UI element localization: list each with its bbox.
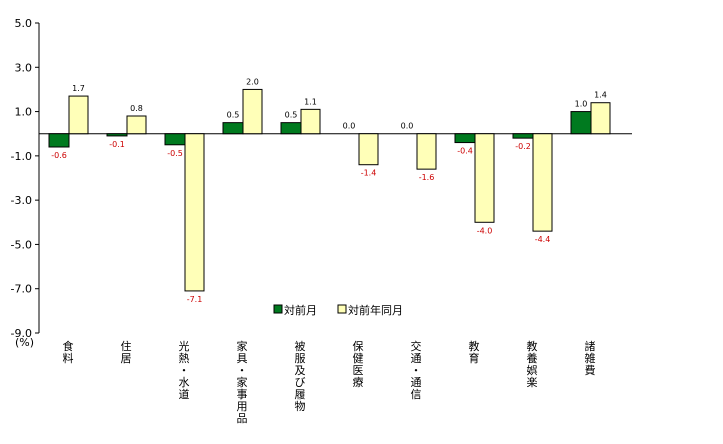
bar-yearly <box>474 133 495 223</box>
data-label-yearly: -4.4 <box>535 235 551 244</box>
y-unit-label: (%) <box>15 336 34 349</box>
bar-monthly <box>454 133 476 144</box>
data-label-monthly: 0.5 <box>227 111 240 120</box>
bar-monthly <box>222 122 244 135</box>
data-label-yearly: 2.0 <box>246 77 259 86</box>
y-tick-label: 5.0 <box>15 17 33 30</box>
data-label-yearly: 1.4 <box>594 91 607 100</box>
data-label-monthly: -0.6 <box>51 151 67 160</box>
category-label: 教育 <box>469 340 480 365</box>
bar-yearly <box>532 133 553 232</box>
bar-yearly <box>300 108 321 135</box>
y-tick-label: 1.0 <box>15 106 33 119</box>
y-tick-label: -5.0 <box>11 238 32 251</box>
legend: 対前月 対前年同月 <box>273 303 403 317</box>
data-label-monthly: -0.5 <box>167 149 183 158</box>
bar-monthly <box>512 133 534 139</box>
data-label-monthly: 0.0 <box>401 122 414 131</box>
category-label: 光熱・水道 <box>179 339 190 401</box>
category-label: 被服及び履物 <box>295 340 306 413</box>
data-label-monthly: -0.1 <box>109 140 125 149</box>
category-label: 住居 <box>121 339 132 365</box>
bar-monthly <box>164 133 186 146</box>
category-labels: 食料 住居 光熱・水道 家具・家事用品 被服及び履物 保健医療 交通・通信 教育 教養娯楽 諸雑費 <box>63 339 596 425</box>
category-label: 教養娯楽 <box>527 340 538 389</box>
bar-yearly <box>68 95 89 135</box>
data-label-monthly: 1.0 <box>575 100 588 109</box>
data-label-monthly: -0.2 <box>515 142 531 151</box>
data-label-monthly: -0.4 <box>457 147 473 156</box>
bar-yearly <box>242 88 263 135</box>
legend-yearly-label: 対前年同月 <box>348 303 403 317</box>
y-tick-label: -3.0 <box>11 194 32 207</box>
y-tick-label: 3.0 <box>15 61 33 74</box>
bar-monthly <box>280 122 302 135</box>
bar-monthly <box>106 133 128 137</box>
bar-yearly <box>358 133 379 166</box>
bars <box>48 88 611 292</box>
legend-yearly-swatch <box>337 304 347 314</box>
data-label-monthly: 0.5 <box>285 111 298 120</box>
data-label-yearly: -4.0 <box>477 226 493 235</box>
category-label: 交通・通信 <box>411 339 422 401</box>
data-label-yearly: -1.6 <box>419 173 435 182</box>
bar-monthly <box>48 133 70 148</box>
data-label-yearly: 0.8 <box>130 104 143 113</box>
y-tick-label: -9.0 <box>11 327 32 340</box>
y-tick-label: -7.0 <box>11 283 32 296</box>
bar-yearly <box>416 133 437 170</box>
data-label-yearly: 1.1 <box>304 97 317 106</box>
data-label-yearly: 1.7 <box>72 84 85 93</box>
y-tick-label: -1.0 <box>11 150 32 163</box>
category-label: 諸雑費 <box>585 339 596 377</box>
data-labels: -0.6 1.7 -0.1 0.8 -0.5 -7.1 0.5 2.0 0.5 1.1 0.0 -1.… <box>51 77 607 303</box>
legend-monthly-label: 対前月 <box>284 303 317 317</box>
category-label: 家具・家事用品 <box>237 339 248 425</box>
category-label: 食料 <box>63 339 74 365</box>
data-label-monthly: 0.0 <box>343 122 356 131</box>
bar-monthly <box>570 111 592 135</box>
legend-monthly-swatch <box>273 304 283 314</box>
data-label-yearly: -1.4 <box>361 169 377 178</box>
category-label: 保健医療 <box>353 339 364 389</box>
bar-yearly <box>126 115 147 135</box>
data-label-yearly: -7.1 <box>187 295 203 304</box>
bar-yearly <box>590 102 611 135</box>
bar-yearly <box>184 133 205 292</box>
